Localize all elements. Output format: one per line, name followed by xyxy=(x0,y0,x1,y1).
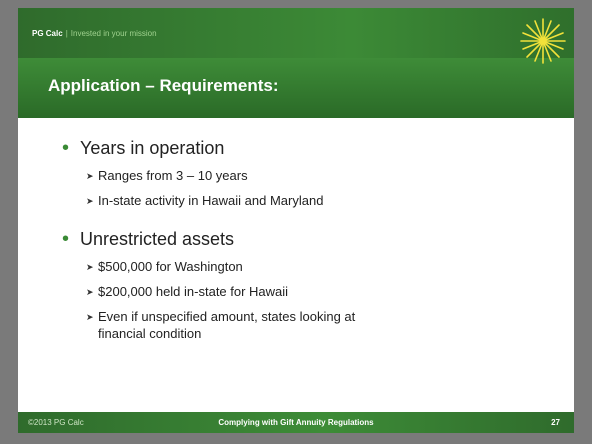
bullet-dot: • xyxy=(62,228,70,250)
bullet: • Years in operation xyxy=(62,138,506,159)
footer: ©2013 PG Calc Complying with Gift Annuit… xyxy=(18,412,574,433)
bullet-text: Unrestricted assets xyxy=(80,229,235,249)
brand: PG Calc xyxy=(32,29,63,38)
sub-bullet-text: $200,000 held in-state for Hawaii xyxy=(98,284,289,299)
bullet-group: • Years in operation ➤ Ranges from 3 – 10 y… xyxy=(62,138,506,209)
sub-bullet-text: $500,000 for Washington xyxy=(98,259,243,274)
sub-bullet: ➤ $500,000 for Washington xyxy=(86,258,398,275)
sub-bullet-arrow: ➤ xyxy=(86,196,94,206)
sub-bullet: ➤ Even if unspecified amount, states look… xyxy=(86,308,398,342)
slide-title: Application – Requirements: xyxy=(48,76,279,95)
sub-bullet-arrow: ➤ xyxy=(86,171,94,181)
sub-bullet: ➤ Ranges from 3 – 10 years xyxy=(86,167,398,184)
content: • Years in operation ➤ Ranges from 3 – 10 y… xyxy=(62,138,506,362)
bullet-group: • Unrestricted assets ➤ $500,000 for Washin… xyxy=(62,229,506,342)
title-bar: Application – Requirements: xyxy=(18,58,574,118)
sub-bullet-text: Ranges from 3 – 10 years xyxy=(98,168,248,183)
sub-bullet-arrow: ➤ xyxy=(86,312,94,322)
sub-bullet-text: Even if unspecified amount, states looki… xyxy=(98,309,356,341)
top-bar: PG Calc | Invested in your mission xyxy=(18,8,574,58)
sub-bullet: ➤ In-state activity in Hawaii and Marylan… xyxy=(86,192,398,209)
sub-bullet: ➤ $200,000 held in-state for Hawaii xyxy=(86,283,398,300)
sub-bullet-text: In-state activity in Hawaii and Maryland xyxy=(98,193,324,208)
sun-logo xyxy=(520,18,566,64)
page-number: 27 xyxy=(551,418,560,427)
separator: | xyxy=(65,29,68,38)
tagline: Invested in your mission xyxy=(70,29,157,38)
sub-bullet-arrow: ➤ xyxy=(86,287,94,297)
bullet-dot: • xyxy=(62,137,70,159)
bullet-text: Years in operation xyxy=(80,138,225,158)
footer-title: Complying with Gift Annuity Regulations xyxy=(218,418,374,427)
slide: PG Calc | Invested in your mission Applica… xyxy=(18,8,574,433)
sub-bullet-arrow: ➤ xyxy=(86,262,94,272)
footer-copyright: ©2013 PG Calc xyxy=(28,418,84,427)
brand-line: PG Calc | Invested in your mission xyxy=(32,29,157,38)
bullet: • Unrestricted assets xyxy=(62,229,506,250)
